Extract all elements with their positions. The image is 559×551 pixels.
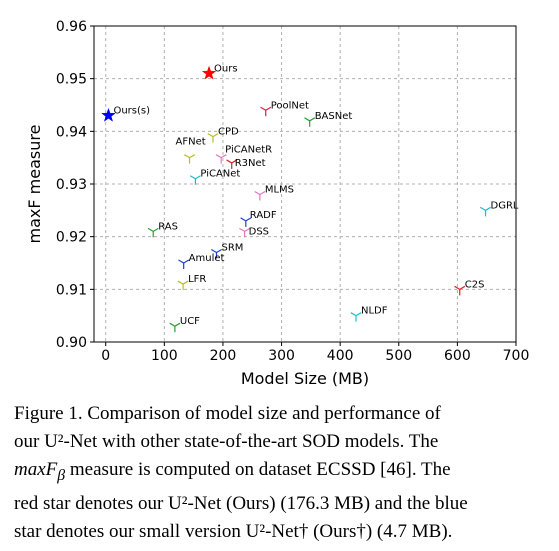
point-label: LFR xyxy=(188,274,206,285)
point-amulet: Amulet xyxy=(178,253,225,269)
point-basnet: BASNet xyxy=(304,111,352,127)
caption-line-1: Figure 1. Comparison of model size and p… xyxy=(14,403,441,424)
tri-marker xyxy=(350,312,362,322)
y-tick-label: 0.95 xyxy=(56,72,87,88)
caption-line-4: red star denotes our U²-Net (Ours) (176.… xyxy=(14,492,468,514)
point-ras: RAS xyxy=(147,221,178,238)
x-tick-label: 500 xyxy=(385,348,412,364)
y-tick-label: 0.90 xyxy=(56,335,87,351)
tri-marker xyxy=(226,159,238,169)
figure-caption: Figure 1. Comparison of model size and p… xyxy=(14,400,548,546)
star-marker xyxy=(101,107,116,122)
tri-marker xyxy=(239,227,251,238)
point-label: UCF xyxy=(180,316,200,327)
point-label: C2S xyxy=(465,279,485,290)
point-label: R3Net xyxy=(235,158,266,169)
point-picanetr: PiCANetR xyxy=(215,145,272,164)
point-label: BASNet xyxy=(315,111,353,122)
point-ucf: UCF xyxy=(169,316,200,333)
x-tick-label: 300 xyxy=(268,348,295,364)
y-tick-label: 0.91 xyxy=(56,282,87,298)
point-label: DSS xyxy=(249,226,269,237)
point-dgrl: DGRL xyxy=(480,200,519,217)
point-label: PoolNet xyxy=(271,100,309,111)
point-label: RAS xyxy=(158,221,178,232)
x-tick-label: 0 xyxy=(101,348,110,364)
point-label: Ours xyxy=(214,63,238,74)
x-tick-label: 100 xyxy=(151,348,178,364)
tri-marker xyxy=(215,154,227,164)
y-tick-label: 0.94 xyxy=(56,124,87,140)
point-srm: SRM xyxy=(211,242,243,259)
tri-marker xyxy=(304,117,316,127)
point-label: Amulet xyxy=(189,253,225,264)
x-axis-label: Model Size (MB) xyxy=(241,369,369,388)
y-axis-label: maxF measure xyxy=(25,125,44,244)
x-tick-label: 200 xyxy=(210,348,237,364)
point-label: Ours(s) xyxy=(113,106,150,117)
tri-marker xyxy=(178,259,190,269)
point-cpd: CPD xyxy=(207,127,239,143)
tri-marker xyxy=(480,206,492,217)
point-afnet: AFNet xyxy=(176,137,206,164)
y-tick-label: 0.93 xyxy=(56,177,87,193)
caption-line-3-text: measure is computed on dataset ECSSD [46… xyxy=(65,459,451,480)
x-tick-label: 600 xyxy=(444,348,471,364)
x-tick-label: 400 xyxy=(327,348,354,364)
point-label: AFNet xyxy=(176,137,206,148)
axis-ticks: 0 100 200 300 400 500 600 700 0.90 0.91 0.92 0.93 0.… xyxy=(56,19,530,364)
point-r3net: R3Net xyxy=(226,158,266,169)
point-mlms: MLMS xyxy=(254,185,294,201)
point-nldf: NLDF xyxy=(350,306,388,322)
tri-marker xyxy=(260,106,272,117)
tri-marker xyxy=(211,248,222,259)
star-marker xyxy=(201,65,217,80)
caption-metric: maxF xyxy=(14,459,58,480)
point-label: PiCANetR xyxy=(225,145,272,156)
tri-marker xyxy=(189,175,201,185)
caption-line-2: our U²-Net with other state-of-the-art S… xyxy=(14,431,439,452)
point-dss: DSS xyxy=(239,226,269,238)
y-tick-label: 0.92 xyxy=(56,230,87,246)
point-poolnet: PoolNet xyxy=(260,100,309,117)
tri-marker xyxy=(240,217,252,227)
tri-marker xyxy=(254,191,266,201)
caption-line-3: maxFβ measure is computed on dataset ECS… xyxy=(14,456,548,490)
point-label: DGRL xyxy=(491,200,519,211)
tri-marker xyxy=(454,285,466,296)
tri-marker xyxy=(207,133,219,143)
point-label: NLDF xyxy=(361,306,388,317)
tri-marker xyxy=(177,280,189,291)
point-label: PiCANet xyxy=(200,169,240,180)
tri-marker xyxy=(169,322,181,333)
scatter-chart: 0 100 200 300 400 500 600 700 0.90 0.91 0.92 0.93 0.… xyxy=(25,19,530,388)
point-label: CPD xyxy=(218,127,239,138)
point-c2s: C2S xyxy=(454,279,485,296)
point-label: MLMS xyxy=(265,185,294,196)
x-tick-label: 700 xyxy=(503,348,530,364)
point-radf: RADF xyxy=(240,210,277,227)
grid xyxy=(94,25,517,343)
tri-marker xyxy=(184,154,196,164)
point-picanet: PiCANet xyxy=(189,169,240,185)
point-ours-s: Ours(s) xyxy=(101,106,150,122)
point-ours: Ours xyxy=(201,63,238,80)
tri-marker xyxy=(147,227,159,238)
caption-line-5: star denotes our small version U²-Net† (… xyxy=(14,520,453,542)
point-label: RADF xyxy=(250,210,277,221)
point-label: SRM xyxy=(221,242,243,253)
caption-metric-subscript: β xyxy=(57,466,66,484)
y-tick-label: 0.96 xyxy=(56,19,87,35)
point-lfr: LFR xyxy=(177,274,206,291)
